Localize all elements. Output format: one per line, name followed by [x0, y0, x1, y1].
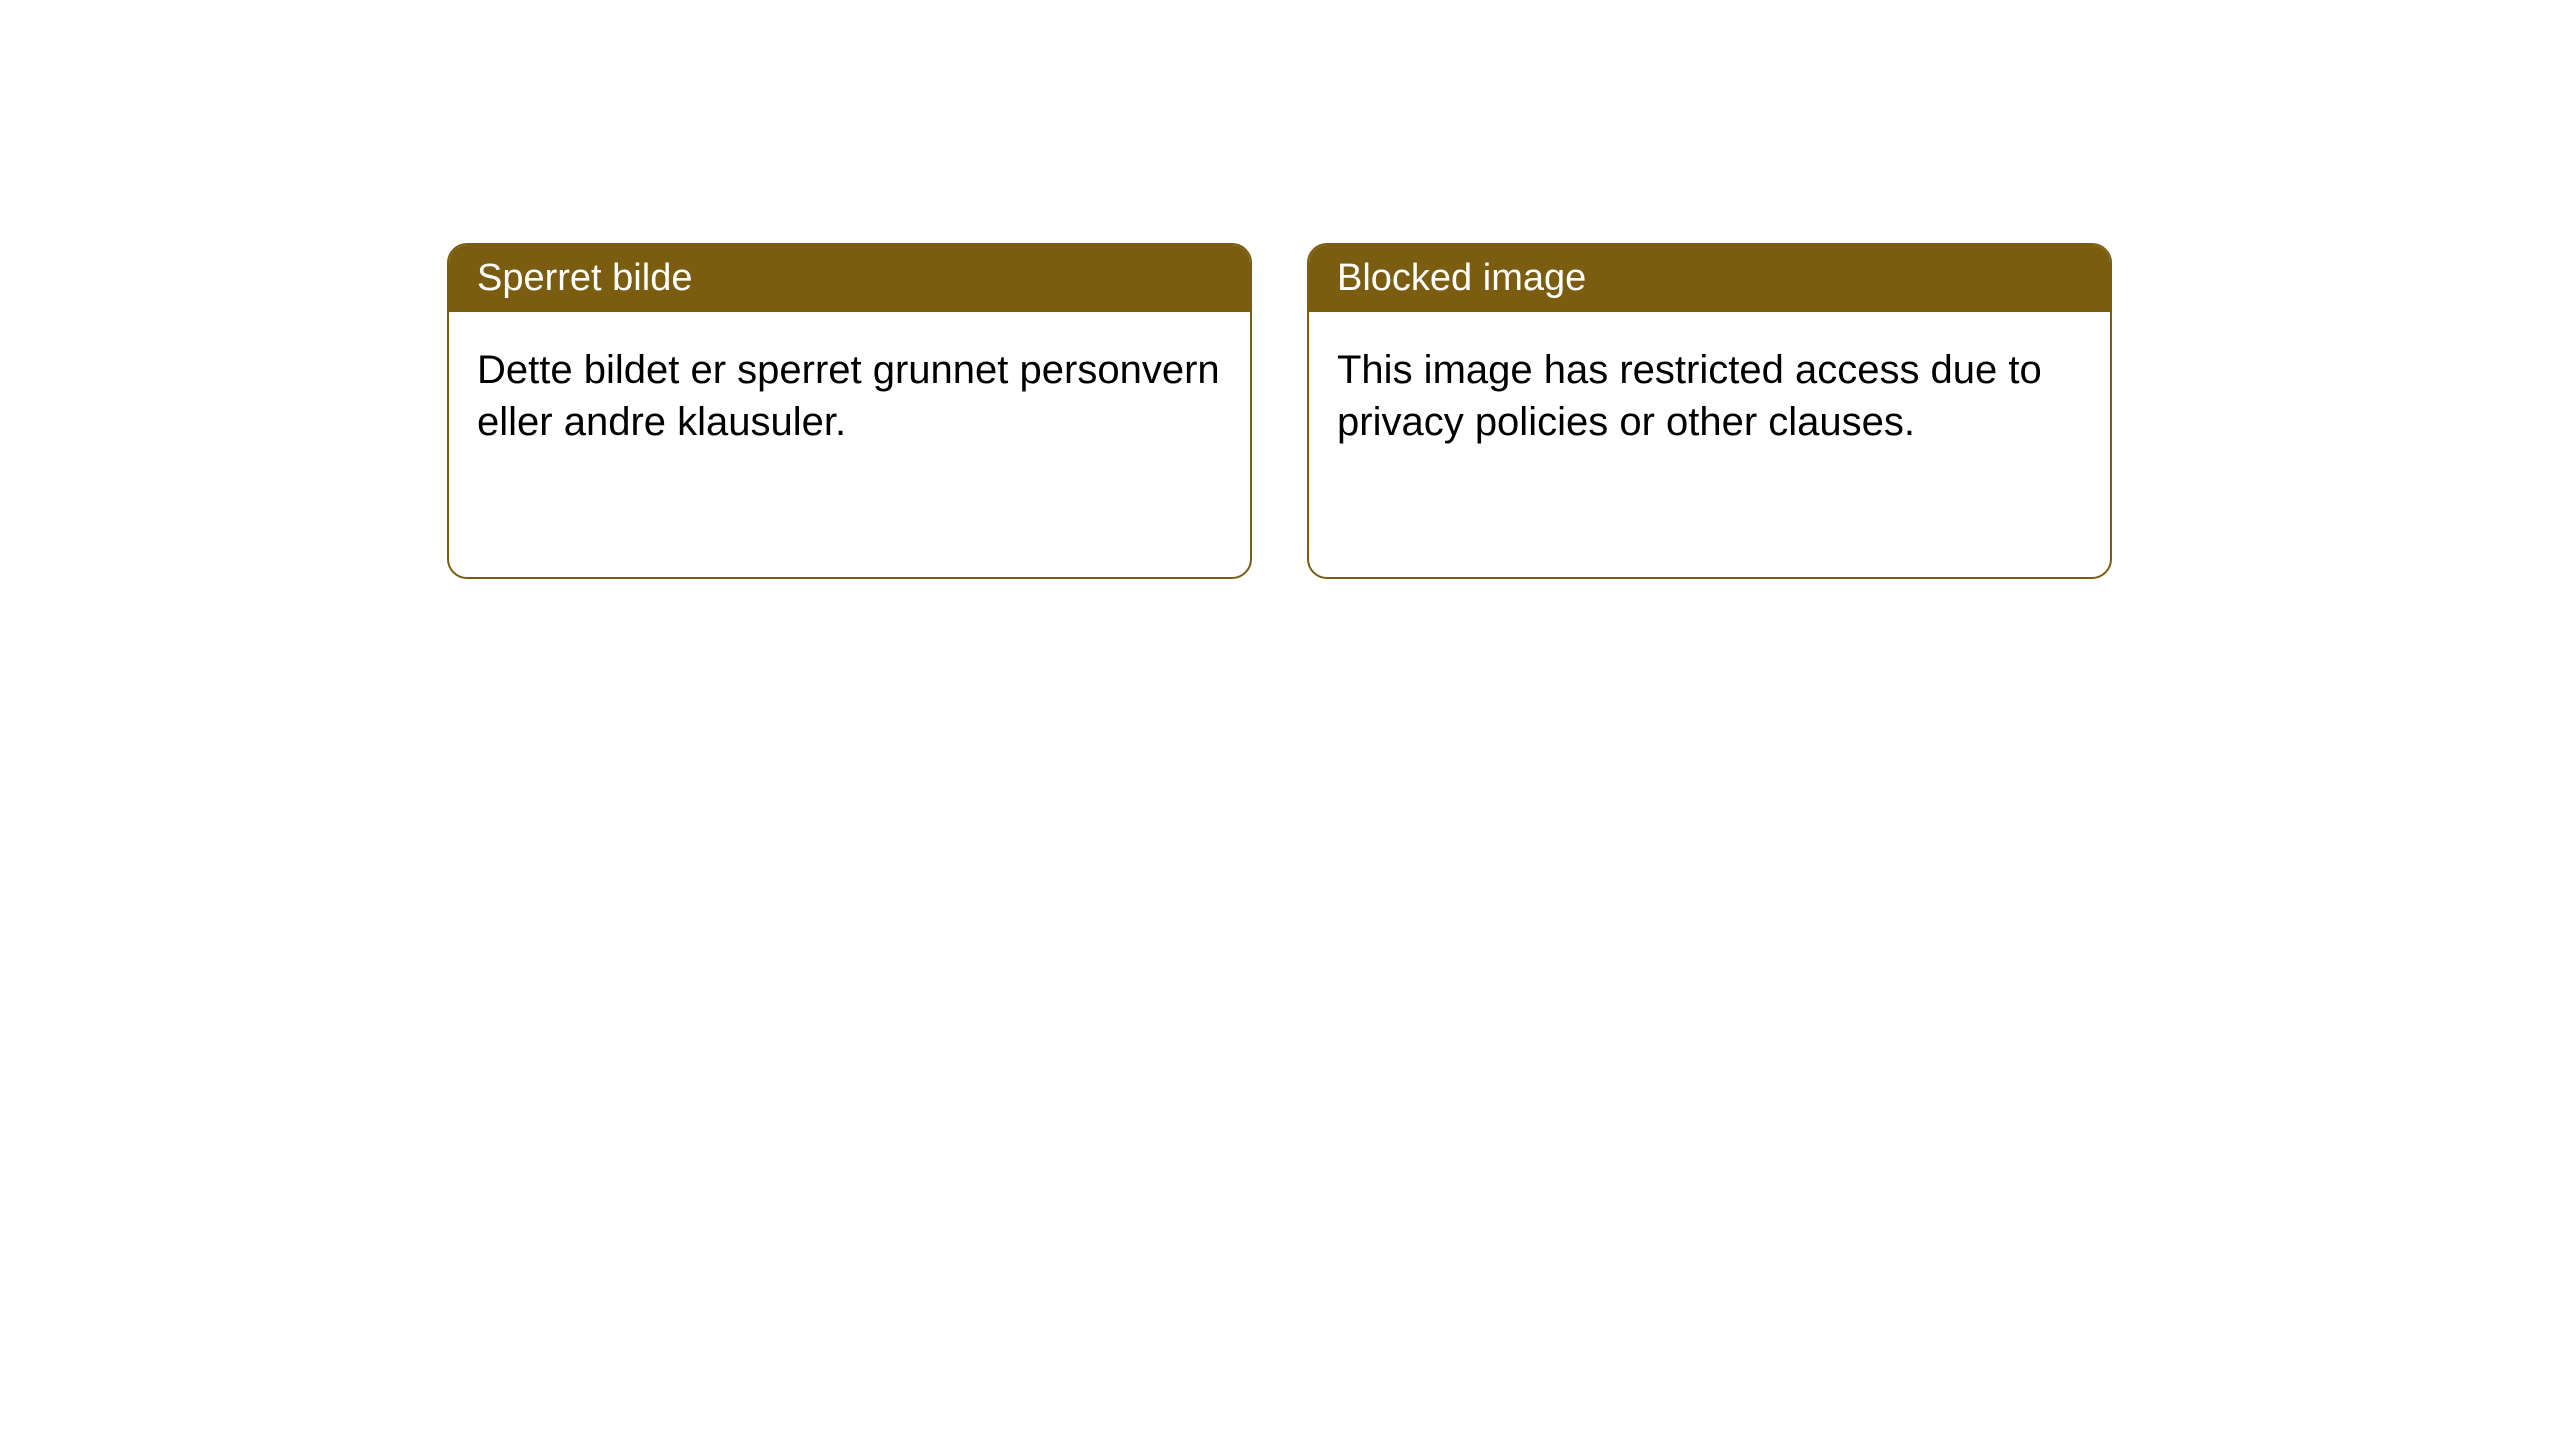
notice-header-english: Blocked image: [1309, 245, 2110, 312]
notice-cards-container: Sperret bilde Dette bildet er sperret gr…: [447, 243, 2112, 579]
notice-card-english: Blocked image This image has restricted …: [1307, 243, 2112, 579]
notice-body-english: This image has restricted access due to …: [1309, 312, 2110, 480]
notice-header-norwegian: Sperret bilde: [449, 245, 1250, 312]
notice-body-norwegian: Dette bildet er sperret grunnet personve…: [449, 312, 1250, 480]
notice-card-norwegian: Sperret bilde Dette bildet er sperret gr…: [447, 243, 1252, 579]
